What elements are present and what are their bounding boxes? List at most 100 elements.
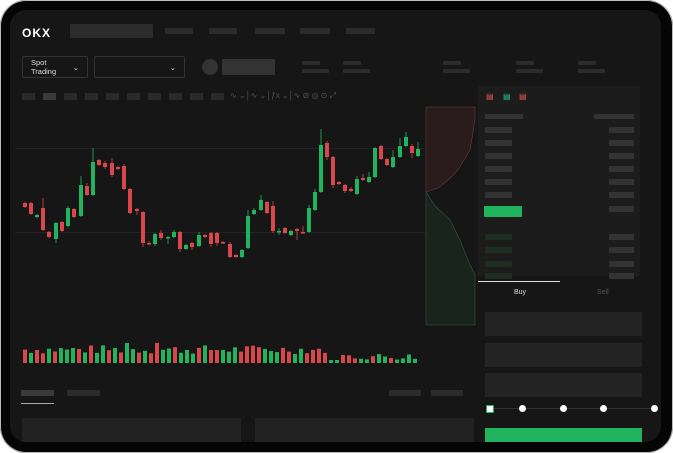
volume-bar <box>221 349 225 363</box>
pair-dropdown[interactable]: ⌄ <box>94 56 185 78</box>
timeframe-button[interactable] <box>43 93 56 100</box>
orderbook-header <box>485 114 523 119</box>
volume-bar <box>95 352 99 363</box>
timeframe-button[interactable] <box>64 93 77 100</box>
slider-handle[interactable] <box>486 405 494 413</box>
candlestick-chart[interactable] <box>10 10 661 442</box>
volume-bar <box>323 352 327 363</box>
nav-item[interactable] <box>209 28 237 34</box>
candle-body <box>373 148 377 177</box>
price-input[interactable] <box>485 312 642 336</box>
tab-sell[interactable]: Sell <box>597 289 609 296</box>
volume-bar <box>29 352 33 363</box>
ask-size <box>609 192 634 198</box>
chevron-down-icon: ⌄ <box>72 62 79 72</box>
bid-size <box>609 273 634 279</box>
amount-input[interactable] <box>485 343 642 367</box>
slider-stop[interactable] <box>651 405 658 412</box>
volume-bar <box>215 350 219 363</box>
candle-body <box>416 149 420 156</box>
stat-label <box>343 61 361 65</box>
buy-submit-button[interactable] <box>485 428 642 442</box>
bid-price <box>485 247 512 253</box>
candle-body <box>313 192 317 210</box>
slider-stop[interactable] <box>519 405 526 412</box>
candle-body <box>91 162 95 195</box>
candle-body <box>379 146 383 159</box>
candle-body <box>135 209 139 211</box>
candle-body <box>72 209 76 217</box>
volume-bar <box>341 355 345 363</box>
timeframe-button[interactable] <box>148 93 161 100</box>
timeframe-button[interactable] <box>106 93 119 100</box>
candle-body <box>172 232 176 237</box>
candle-body <box>385 159 389 165</box>
volume-bar <box>209 350 213 363</box>
candle-body <box>265 202 269 213</box>
volume-bar <box>413 358 417 363</box>
candle-body <box>197 235 201 246</box>
timeframe-button[interactable] <box>127 93 140 100</box>
timeframe-button[interactable] <box>190 93 203 100</box>
mid-price <box>484 206 522 217</box>
volume-bar <box>119 352 123 363</box>
volume-bar <box>107 350 111 363</box>
volume-bar <box>113 347 117 363</box>
slider-track[interactable] <box>490 408 655 409</box>
tab-open-orders[interactable] <box>21 390 54 396</box>
okx-logo[interactable]: OKX <box>22 26 52 40</box>
volume-bar <box>47 348 51 363</box>
volume-bar <box>281 347 285 363</box>
candle-body <box>234 255 238 257</box>
volume-bar <box>311 349 315 363</box>
mid-size <box>609 206 634 212</box>
nav-item[interactable] <box>346 28 375 34</box>
candle-body <box>228 244 232 257</box>
volume-bar <box>299 348 303 363</box>
volume-bar <box>353 358 357 363</box>
stat-value <box>443 69 470 73</box>
search-bar[interactable] <box>70 24 153 38</box>
tab-history[interactable] <box>67 390 100 396</box>
volume-bar <box>191 353 195 363</box>
orderbook-asks-icon[interactable]: ▤ <box>519 92 527 101</box>
indicator-icon[interactable]: ∿ ⌄│∿ ⌄│ƒx ⌄│∿ ⊘ ◎ ⊙ ⤢ <box>230 91 337 100</box>
bid-price <box>485 234 512 240</box>
orders-panel <box>22 418 241 442</box>
candle-body <box>141 212 145 243</box>
timeframe-button[interactable] <box>85 93 98 100</box>
candle-body <box>166 237 170 239</box>
nav-item[interactable] <box>255 28 285 34</box>
ask-price <box>485 192 512 198</box>
orderbook-bids-icon[interactable]: ▤ <box>503 92 511 101</box>
volume-bar <box>155 343 159 363</box>
volume-bar <box>83 352 87 363</box>
volume-bar <box>179 352 183 363</box>
slider-stop[interactable] <box>600 405 607 412</box>
orderbook-both-icon[interactable]: ▤ <box>486 92 494 101</box>
bid-price <box>485 273 512 279</box>
market-type-dropdown[interactable]: Spot Trading ⌄ <box>22 56 88 78</box>
volume-bar <box>389 358 393 363</box>
candle-body <box>159 233 163 238</box>
filter-button[interactable] <box>431 390 463 396</box>
candle-body <box>337 182 341 184</box>
ask-price <box>485 153 512 159</box>
stat-value <box>516 69 543 73</box>
nav-item[interactable] <box>165 28 193 34</box>
timeframe-button[interactable] <box>169 93 182 100</box>
stat-label <box>302 61 320 65</box>
tab-buy[interactable]: Buy <box>514 289 527 296</box>
ask-price <box>485 127 512 133</box>
filter-button[interactable] <box>389 390 421 396</box>
last-price <box>222 59 275 75</box>
slider-stop[interactable] <box>560 405 567 412</box>
timeframe-button[interactable] <box>211 93 224 100</box>
volume-bar <box>275 352 279 363</box>
volume-bar <box>305 353 309 363</box>
tab-underline <box>21 403 54 404</box>
timeframe-button[interactable] <box>22 93 35 100</box>
nav-item[interactable] <box>300 28 330 34</box>
candle-body <box>147 243 151 245</box>
total-input[interactable] <box>485 373 642 397</box>
